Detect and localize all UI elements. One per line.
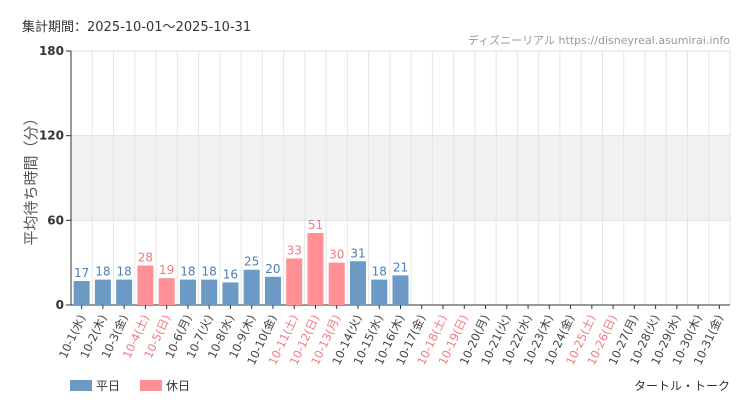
bar <box>349 261 366 305</box>
bar <box>201 279 218 305</box>
bar <box>392 275 409 305</box>
bar <box>179 279 196 305</box>
bar <box>222 282 239 305</box>
bar <box>94 279 111 305</box>
bar <box>371 279 388 305</box>
y-tick-label: 180 <box>39 44 64 58</box>
bar <box>328 262 345 305</box>
bar-value-label: 18 <box>202 265 217 279</box>
bar <box>137 265 154 305</box>
bar-value-label: 20 <box>265 262 280 276</box>
bar-value-label: 30 <box>329 248 344 262</box>
bar-value-label: 18 <box>372 265 387 279</box>
attraction-name: タートル・トーク <box>634 379 730 393</box>
bar-value-label: 18 <box>117 265 132 279</box>
credit-label: ディズニーリアル https://disneyreal.asumirai.inf… <box>468 33 730 47</box>
legend-label-weekday: 平日 <box>96 379 120 393</box>
bar <box>307 233 324 305</box>
bar <box>158 278 175 305</box>
bar-value-label: 21 <box>393 260 408 274</box>
bar-value-label: 51 <box>308 218 323 232</box>
legend-swatch-holiday <box>140 380 162 391</box>
y-tick-label: 0 <box>56 298 64 312</box>
legend-swatch-weekday <box>70 380 92 391</box>
bar-value-label: 19 <box>159 263 174 277</box>
y-axis-label: 平均待ち時間（分） <box>22 110 40 245</box>
bar-value-label: 18 <box>95 265 110 279</box>
bar <box>243 269 260 305</box>
bar <box>286 258 303 305</box>
bar-value-label: 31 <box>350 246 365 260</box>
y-tick-label: 120 <box>39 129 64 143</box>
bar-value-label: 33 <box>287 243 302 257</box>
bar <box>73 281 90 305</box>
bar-value-label: 16 <box>223 267 238 281</box>
bar <box>116 279 133 305</box>
shaded-band <box>71 135 730 221</box>
bar-value-label: 25 <box>244 255 259 269</box>
period-label: 集計期間：2025-10-01～2025-10-31 <box>22 19 251 35</box>
bar <box>264 276 281 305</box>
y-tick-label: 60 <box>47 213 64 227</box>
bar-value-label: 17 <box>74 266 89 280</box>
bar-value-label: 18 <box>180 265 195 279</box>
legend-label-holiday: 休日 <box>166 379 190 393</box>
bar-value-label: 28 <box>138 250 153 264</box>
